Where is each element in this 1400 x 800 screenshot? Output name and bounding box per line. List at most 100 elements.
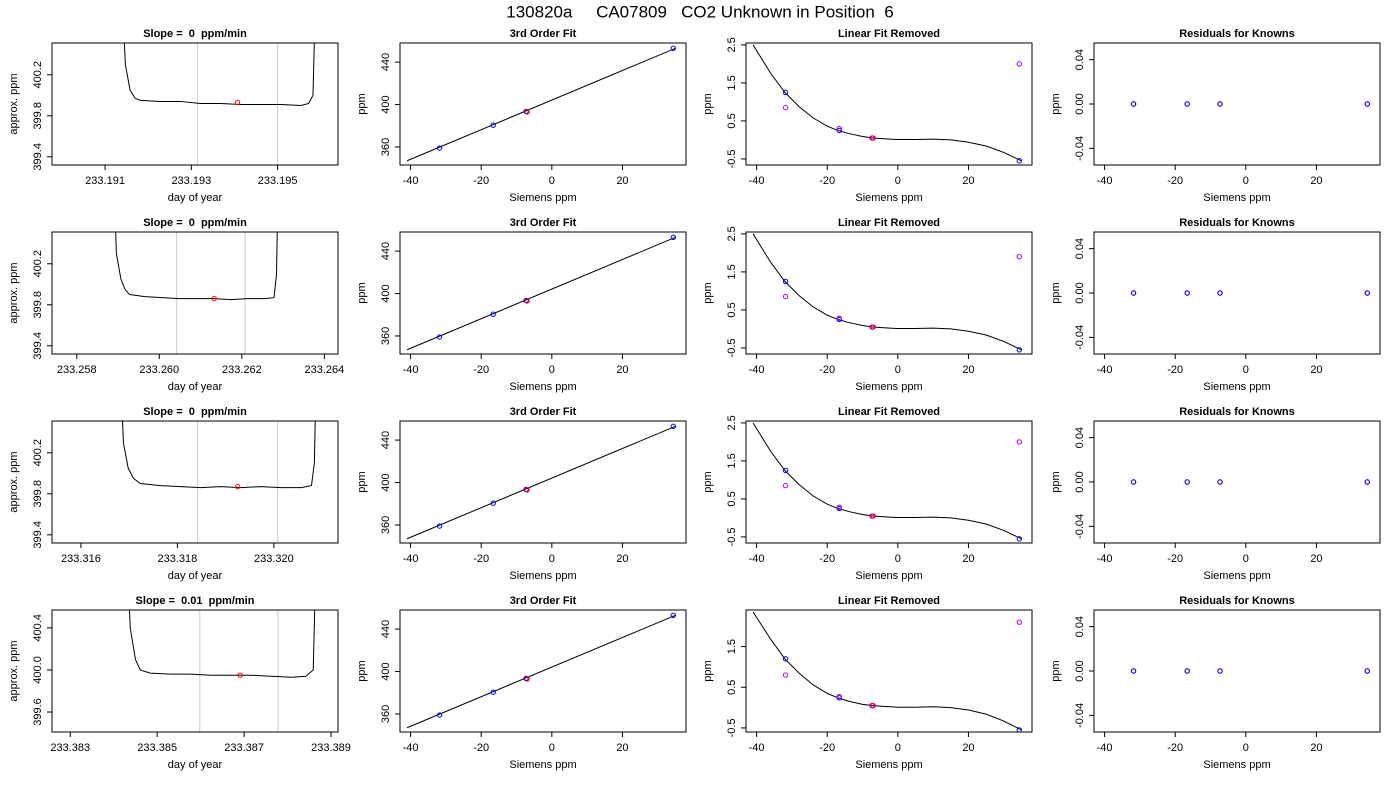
x-tick-label: 233.320 (254, 553, 294, 565)
x-tick-label: -20 (1167, 175, 1183, 187)
data-point (1130, 290, 1137, 296)
panel: Residuals for Knowns Siemens ppm ppm -40 -20… (1050, 217, 1381, 393)
data-point (836, 504, 842, 510)
y-tick-label: 400.2 (32, 61, 44, 89)
data-point (1016, 619, 1022, 625)
data-point (490, 500, 496, 506)
data-point (870, 135, 876, 141)
plot-area (115, 232, 278, 354)
x-tick-label: 20 (962, 175, 974, 187)
plot-box (1093, 42, 1381, 166)
x-tick-label: -40 (749, 364, 765, 376)
data-point (1016, 61, 1022, 67)
y-tick-label: 1.5 (726, 639, 738, 654)
panel: Linear Fit Removed Siemens ppm ppm -40 -20 0 2… (702, 217, 1033, 393)
panel-title: Linear Fit Removed (838, 406, 940, 418)
data-point (1364, 668, 1370, 674)
x-tick-label: 20 (616, 742, 628, 754)
plot-area (406, 234, 676, 351)
trace-line (123, 43, 315, 107)
x-tick-label: 0 (549, 364, 555, 376)
data-point (870, 513, 876, 519)
y-tick-label: 399.4 (32, 143, 44, 171)
plot-area (752, 233, 1022, 353)
data-point (1184, 479, 1190, 485)
trace-line (406, 425, 676, 540)
data-point (1217, 101, 1223, 107)
data-point (1130, 101, 1137, 107)
y-axis-label: ppm (356, 471, 368, 492)
panel: 3rd Order Fit Siemens ppm ppm -40 -20 0 20 360 4… (356, 217, 687, 393)
data-point (436, 334, 443, 340)
plot-area (406, 612, 676, 729)
x-tick-label: 20 (616, 175, 628, 187)
x-axis-label: day of year (168, 192, 223, 204)
plot-area (129, 610, 316, 732)
x-tick-label: -40 (1097, 175, 1113, 187)
y-tick-label: 1.5 (726, 453, 738, 468)
y-axis-label: ppm (702, 93, 714, 114)
y-tick-label: -0.5 (726, 149, 738, 168)
x-axis-label: Siemens ppm (509, 570, 576, 582)
y-tick-label: 400 (380, 95, 392, 113)
plot-box (51, 420, 339, 544)
trace-line (406, 614, 676, 729)
x-tick-label: 233.264 (304, 364, 344, 376)
figure-title: 130820a CA07809 CO2 Unknown in Position … (506, 2, 893, 21)
trace-line (406, 47, 676, 162)
x-tick-label: 0 (549, 742, 555, 754)
data-point (490, 122, 496, 128)
y-tick-label: 440 (380, 620, 392, 638)
x-axis-label: Siemens ppm (855, 570, 922, 582)
y-tick-label: 0.04 (1074, 238, 1086, 259)
data-point (782, 467, 789, 474)
x-tick-label: 0 (895, 175, 901, 187)
plot-box (51, 609, 339, 733)
data-point (870, 702, 876, 709)
x-tick-label: -40 (1097, 553, 1113, 565)
x-tick-label: -40 (403, 553, 419, 565)
x-tick-label: 233.383 (50, 742, 90, 754)
x-tick-label: -40 (403, 175, 419, 187)
x-tick-label: 233.260 (139, 364, 179, 376)
x-tick-label: -40 (749, 175, 765, 187)
x-tick-label: 0 (895, 742, 901, 754)
x-tick-label: -20 (473, 742, 489, 754)
data-point (490, 689, 496, 695)
y-axis-label: ppm (356, 93, 368, 114)
data-point (1184, 101, 1190, 107)
panel: Linear Fit Removed Siemens ppm ppm -40 -20 0 2… (702, 406, 1033, 582)
y-tick-label: -0.04 (1074, 514, 1086, 539)
y-axis-label: ppm (356, 660, 368, 681)
plot-area (1130, 479, 1370, 485)
plot-box (745, 231, 1033, 355)
plot-box (1093, 609, 1381, 733)
x-tick-label: -20 (1167, 553, 1183, 565)
plot-area (752, 44, 1022, 164)
y-tick-label: 360 (380, 705, 392, 723)
panel: Residuals for Knowns Siemens ppm ppm -40 -20… (1050, 406, 1381, 582)
panel-title: Residuals for Knowns (1179, 28, 1295, 40)
plot-area (122, 421, 316, 543)
x-axis-label: Siemens ppm (1203, 759, 1270, 771)
trace-line (752, 611, 1022, 731)
y-tick-label: 399.8 (32, 102, 44, 130)
data-point (490, 311, 496, 317)
data-point (836, 315, 842, 321)
y-tick-label: 0.04 (1074, 49, 1086, 70)
y-tick-label: 399.4 (32, 332, 44, 360)
data-point (234, 99, 241, 106)
panel-title: 3rd Order Fit (510, 217, 577, 229)
y-tick-label: 400.4 (32, 614, 44, 642)
x-tick-label: -20 (819, 175, 835, 187)
x-tick-label: 20 (962, 553, 974, 565)
data-point (1184, 290, 1190, 296)
x-tick-label: -20 (819, 364, 835, 376)
data-point (524, 298, 530, 304)
data-point (524, 676, 530, 682)
x-tick-label: 20 (1310, 553, 1322, 565)
y-tick-label: -0.5 (726, 338, 738, 357)
data-point (1016, 158, 1022, 164)
data-point (1364, 101, 1370, 107)
x-tick-label: -40 (1097, 364, 1113, 376)
